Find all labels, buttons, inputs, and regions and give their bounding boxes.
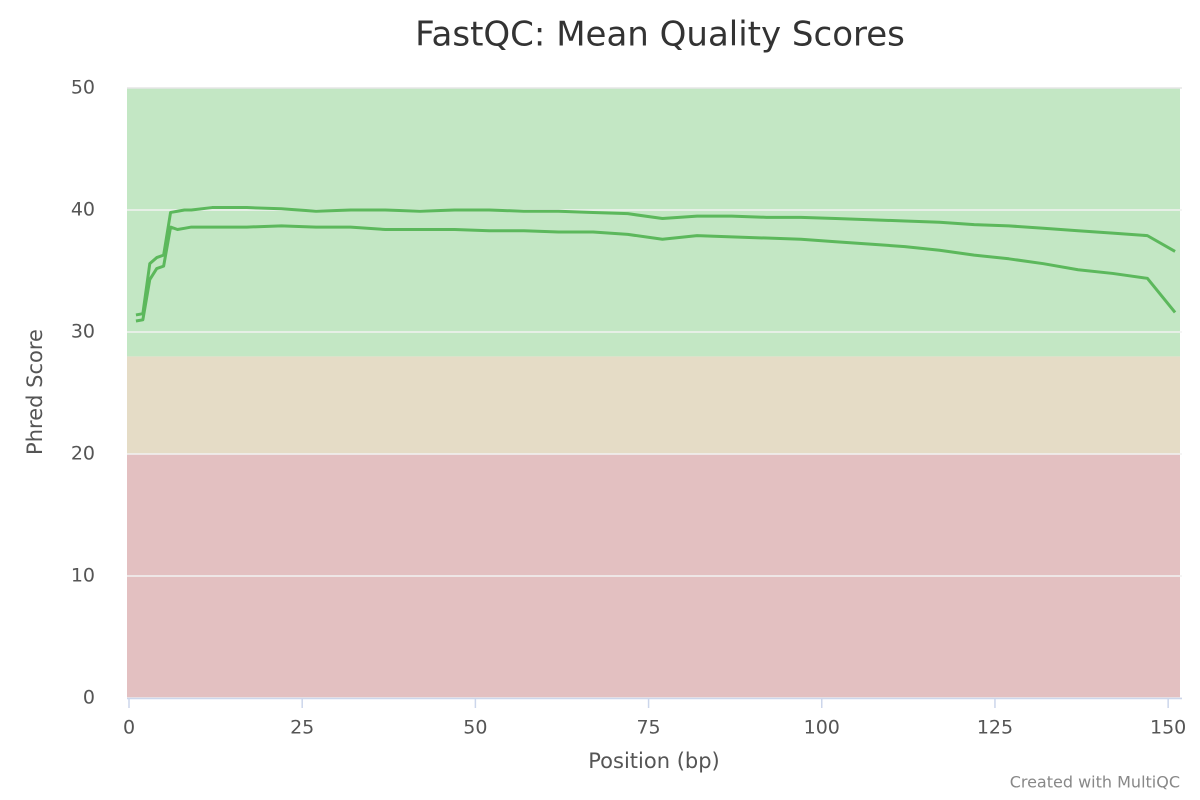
x-tick-label: 100 [804,717,840,739]
y-tick-label: 0 [83,687,95,709]
series-line [135,224,1177,323]
x-axis-label: Position (bp) [588,749,720,773]
plot-band [127,356,1180,454]
chart-title: FastQC: Mean Quality Scores [415,15,905,55]
x-tick-label: 150 [1150,717,1186,739]
x-tick-label: 75 [636,717,660,739]
y-tick-label: 10 [71,565,95,587]
y-tick-label: 50 [71,77,95,99]
series-line [135,206,1176,317]
x-tick-label: 0 [123,717,135,739]
x-tick-label: 50 [463,717,487,739]
x-tick-label: 125 [977,717,1013,739]
y-tick-label: 20 [71,443,95,465]
y-axis-label: Phred Score [23,329,47,455]
plot-band [127,88,1180,357]
y-tick-label: 40 [71,199,95,221]
credit: Created with MultiQC [1010,773,1180,792]
y-tick-label: 30 [71,321,95,343]
x-tick-label: 25 [290,717,314,739]
